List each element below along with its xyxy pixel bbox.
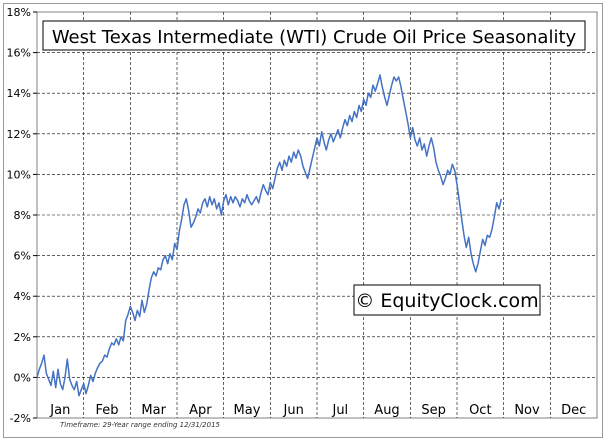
y-tick-label: 8% xyxy=(14,209,31,222)
month-label: Oct xyxy=(469,403,491,418)
month-label: Sep xyxy=(421,403,446,418)
chart-title-box: West Texas Intermediate (WTI) Crude Oil … xyxy=(42,20,586,51)
month-label: Nov xyxy=(514,403,540,418)
month-label: Jan xyxy=(49,403,70,418)
month-label: May xyxy=(234,403,261,418)
y-tick-label: 12% xyxy=(7,128,31,141)
watermark-box: © EquityClock.com xyxy=(353,284,541,316)
y-tick-label: 14% xyxy=(7,87,31,100)
month-label: Apr xyxy=(189,403,212,418)
month-label: Jun xyxy=(283,403,304,418)
y-tick-label: -2% xyxy=(10,412,31,425)
chart-title: West Texas Intermediate (WTI) Crude Oil … xyxy=(52,27,577,48)
watermark: © EquityClock.com xyxy=(355,290,538,312)
month-label: Aug xyxy=(374,403,399,418)
month-label: Dec xyxy=(561,403,586,418)
series-line xyxy=(36,74,503,397)
y-tick-label: 6% xyxy=(14,250,31,263)
gridlines xyxy=(37,12,597,418)
x-axis: Jan Feb Mar Apr May Jun Jul Aug Sep Oct Nov Dec xyxy=(49,403,586,418)
y-tick-label: 10% xyxy=(7,168,31,181)
y-tick-label: 16% xyxy=(7,47,31,60)
footnote: Timeframe: 29-Year range ending 12/31/20… xyxy=(60,421,221,429)
y-tick-label: 4% xyxy=(14,290,31,303)
y-axis: -2% 0% 2% 4% 6% 8% 10% 12% 14% 16% 18% xyxy=(7,6,37,425)
y-tick-label: 2% xyxy=(14,331,31,344)
month-label: Mar xyxy=(141,403,166,418)
month-label: Jul xyxy=(331,403,348,418)
y-tick-label: 18% xyxy=(7,6,31,19)
month-label: Feb xyxy=(95,403,118,418)
y-tick-label: 0% xyxy=(14,371,31,384)
